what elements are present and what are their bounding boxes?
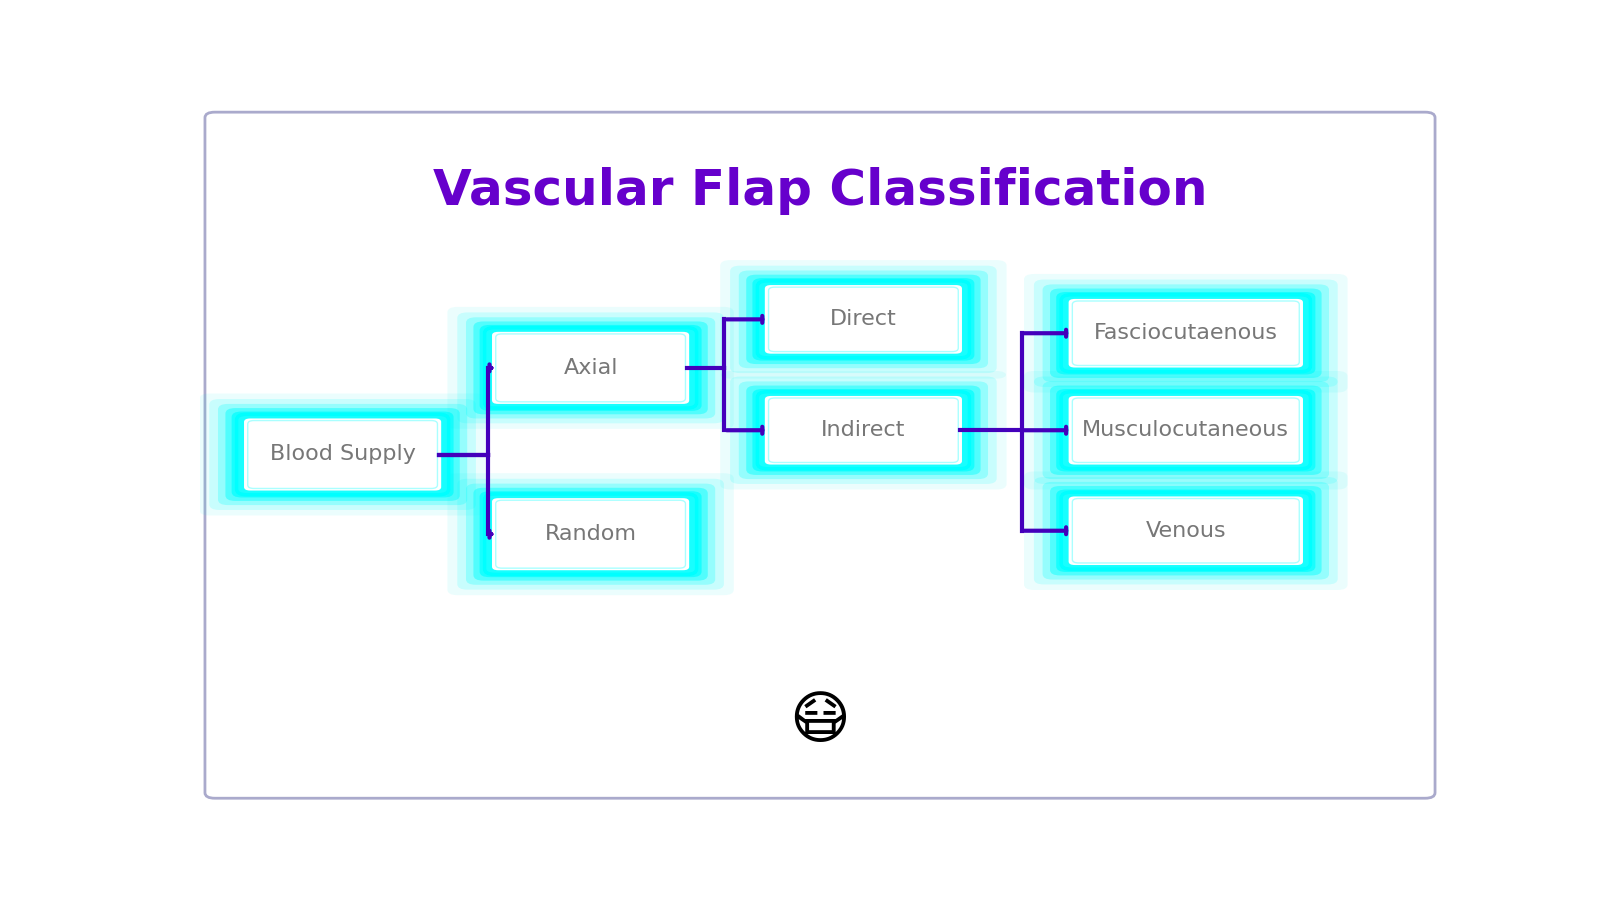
FancyBboxPatch shape (1050, 289, 1322, 378)
FancyBboxPatch shape (1069, 497, 1302, 565)
FancyBboxPatch shape (1050, 486, 1322, 575)
FancyBboxPatch shape (1056, 490, 1315, 572)
FancyBboxPatch shape (730, 376, 997, 484)
FancyBboxPatch shape (1043, 284, 1330, 382)
FancyBboxPatch shape (1024, 472, 1347, 590)
Text: Random: Random (544, 524, 637, 544)
FancyBboxPatch shape (1069, 396, 1302, 464)
FancyBboxPatch shape (720, 371, 1006, 490)
Text: Indirect: Indirect (821, 420, 906, 440)
FancyBboxPatch shape (200, 393, 486, 516)
Text: Axial: Axial (563, 358, 618, 378)
FancyBboxPatch shape (1034, 376, 1338, 484)
FancyBboxPatch shape (474, 321, 707, 414)
FancyBboxPatch shape (245, 418, 442, 490)
FancyBboxPatch shape (448, 307, 734, 429)
Text: Fasciocutaenous: Fasciocutaenous (1094, 323, 1278, 343)
FancyBboxPatch shape (1024, 274, 1347, 392)
Text: Musculocutaneous: Musculocutaneous (1082, 420, 1290, 440)
Text: Vascular Flap Classification: Vascular Flap Classification (432, 167, 1208, 215)
FancyBboxPatch shape (210, 399, 475, 510)
FancyBboxPatch shape (730, 266, 997, 374)
Text: Venous: Venous (1146, 521, 1226, 541)
FancyBboxPatch shape (1056, 292, 1315, 374)
FancyBboxPatch shape (746, 385, 981, 475)
FancyBboxPatch shape (746, 274, 981, 364)
FancyBboxPatch shape (739, 382, 989, 479)
FancyBboxPatch shape (1034, 477, 1338, 584)
FancyBboxPatch shape (720, 260, 1006, 379)
Text: 😷: 😷 (789, 693, 851, 750)
Text: Blood Supply: Blood Supply (270, 445, 416, 464)
FancyBboxPatch shape (1043, 482, 1330, 580)
FancyBboxPatch shape (448, 473, 734, 595)
FancyBboxPatch shape (739, 271, 989, 368)
FancyBboxPatch shape (232, 411, 453, 498)
FancyBboxPatch shape (1069, 299, 1302, 367)
FancyBboxPatch shape (752, 389, 974, 472)
FancyBboxPatch shape (466, 483, 715, 585)
FancyBboxPatch shape (1056, 389, 1315, 472)
FancyBboxPatch shape (765, 396, 962, 464)
FancyBboxPatch shape (1024, 371, 1347, 490)
FancyBboxPatch shape (458, 312, 723, 423)
FancyBboxPatch shape (493, 332, 690, 404)
FancyBboxPatch shape (480, 325, 701, 410)
FancyBboxPatch shape (1043, 382, 1330, 479)
FancyBboxPatch shape (1050, 385, 1322, 475)
FancyBboxPatch shape (458, 479, 723, 590)
FancyBboxPatch shape (218, 404, 467, 505)
FancyBboxPatch shape (765, 285, 962, 354)
FancyBboxPatch shape (1034, 280, 1338, 387)
FancyBboxPatch shape (474, 488, 707, 580)
FancyBboxPatch shape (752, 278, 974, 361)
FancyBboxPatch shape (466, 318, 715, 418)
FancyBboxPatch shape (226, 408, 459, 501)
FancyBboxPatch shape (480, 491, 701, 577)
FancyBboxPatch shape (493, 499, 690, 571)
Text: Direct: Direct (830, 310, 896, 329)
FancyBboxPatch shape (205, 112, 1435, 798)
